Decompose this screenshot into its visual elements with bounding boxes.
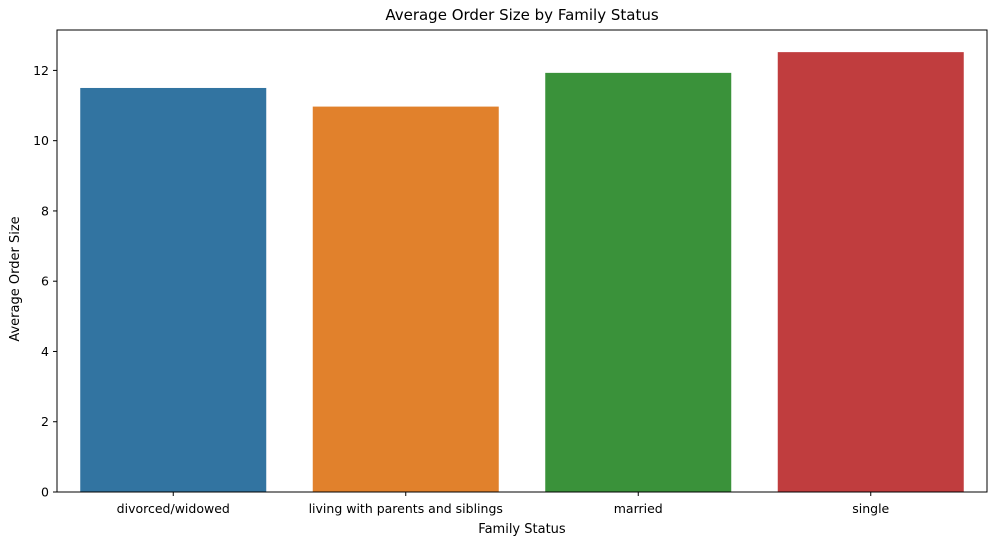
y-axis-label: Average Order Size — [8, 216, 23, 341]
chart-title: Average Order Size by Family Status — [385, 6, 659, 24]
y-tick-label: 4 — [41, 344, 49, 359]
x-axis-label: Family Status — [478, 522, 566, 537]
y-tick-label: 10 — [33, 133, 49, 148]
y-ticks: 0 2 4 6 8 10 12 — [33, 63, 57, 500]
y-tick-label: 6 — [41, 274, 49, 289]
bar-0 — [80, 87, 267, 493]
bar-3 — [777, 52, 964, 492]
plot-frame — [56, 29, 988, 493]
bar-2 — [545, 72, 732, 492]
x-ticks: divorced/widowed living with parents and … — [117, 492, 890, 516]
y-tick-label: 12 — [33, 63, 49, 78]
bars-layer — [80, 52, 964, 493]
x-tick-label: married — [614, 501, 663, 516]
y-tick-label: 2 — [41, 414, 49, 429]
x-tick-label: single — [852, 501, 889, 516]
x-tick-label: living with parents and siblings — [309, 501, 503, 516]
x-tick-label: divorced/widowed — [117, 501, 230, 516]
y-tick-label: 8 — [41, 203, 49, 218]
y-tick-label: 0 — [41, 485, 49, 500]
bar-1 — [312, 106, 499, 492]
